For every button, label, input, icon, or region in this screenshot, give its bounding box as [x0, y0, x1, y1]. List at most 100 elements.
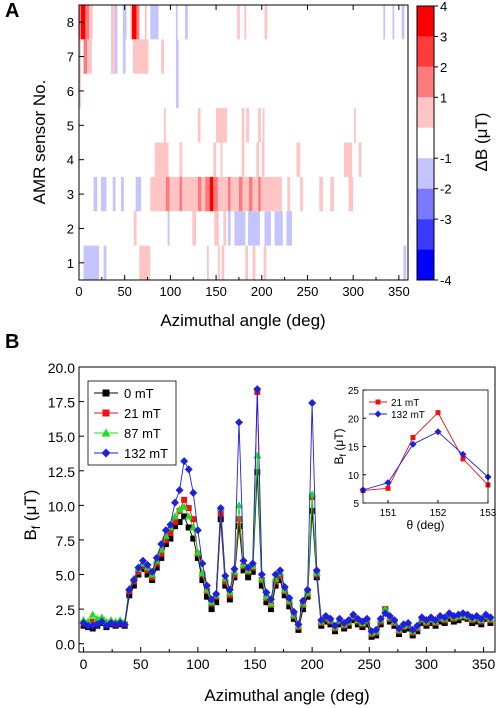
legend-marker [101, 448, 111, 458]
line-chart-point [404, 618, 413, 627]
line-chart-point [194, 554, 201, 561]
line-chart-point [97, 617, 106, 626]
line-chart-point [203, 581, 211, 590]
line-chart-point [130, 582, 137, 589]
line-chart-point [93, 620, 102, 629]
line-chart-point [198, 559, 207, 568]
heatmap-cell [220, 142, 223, 177]
heatmap-cell [163, 108, 166, 143]
heatmap-cell [401, 5, 405, 40]
line-chart-point [281, 592, 288, 599]
line-chart-point [258, 582, 265, 589]
line-chart-x-tick-label: 200 [300, 656, 324, 672]
inset-y-tick-label: 5 [353, 499, 359, 510]
line-chart-point [180, 502, 189, 510]
line-chart-point [222, 582, 229, 589]
heatmap-cell [135, 176, 142, 212]
inset-chart: 151 152 153 5 10 15 20 25 θ (deg) Bf (μT) 21 mT132… [332, 386, 497, 532]
line-chart-point [376, 614, 385, 623]
line-chart-point [88, 610, 97, 618]
line-chart-y-tick-label: 0.0 [56, 637, 76, 653]
heatmap-cell [358, 142, 362, 177]
inset-y-tick-label: 10 [348, 471, 360, 482]
heatmap-cell [264, 211, 271, 246]
heatmap-cell [227, 176, 231, 212]
line-chart-point [167, 535, 174, 542]
line-chart-point [167, 530, 174, 537]
line-chart-point [267, 595, 275, 604]
heatmap-cell [348, 176, 354, 212]
line-chart-point [204, 593, 210, 600]
heatmap-cell [287, 176, 291, 212]
heatmap-cell [179, 142, 183, 177]
legend-entry-label: 87 mT [124, 426, 161, 441]
legend-marker [101, 428, 111, 437]
heatmap-cell [132, 5, 137, 40]
line-chart-point [129, 576, 138, 585]
legend-marker [102, 389, 110, 397]
colorbar-tick-label: -4 [440, 273, 452, 288]
heatmap-cell [144, 5, 147, 40]
heatmap-cell [248, 176, 253, 212]
inset-y-tick-label: 20 [348, 414, 360, 425]
heatmap-y-axis-label: AMR sensor No. [30, 80, 49, 205]
colorbar-tick-label: -3 [440, 212, 452, 227]
line-chart-point [161, 526, 170, 535]
heatmap-cell [165, 176, 170, 212]
line-chart-point [285, 594, 294, 603]
panel-label-b: B [5, 331, 20, 353]
line-chart-point [240, 567, 247, 574]
line-chart-point [235, 501, 243, 509]
heatmap-cell [130, 5, 133, 40]
line-chart-point [120, 620, 129, 629]
heatmap-cell [344, 142, 353, 177]
line-chart-y-axis-label: Bf (μT) [21, 490, 43, 541]
line-chart-point [162, 541, 169, 548]
line-chart-y-tick-label: 17.5 [48, 395, 75, 411]
heatmap-cell [206, 245, 209, 280]
heatmap-cell [262, 108, 265, 143]
heatmap-cell [154, 142, 169, 177]
heatmap-cell [354, 108, 356, 143]
heatmap-cell [112, 176, 116, 212]
line-chart-point [395, 624, 403, 633]
legend-marker [102, 409, 110, 417]
inset-legend-marker [374, 410, 382, 418]
line-chart-x-tick-label: 50 [133, 656, 149, 672]
colorbar-segment [417, 188, 434, 220]
heatmap-cell [169, 176, 180, 212]
line-chart-point [289, 607, 298, 616]
line-chart-point [144, 571, 151, 578]
heatmap-cell [245, 245, 249, 280]
heatmap-cell [216, 108, 228, 143]
heatmap-cell [192, 211, 196, 246]
line-chart-point [440, 613, 449, 622]
heatmap-x-tick-label: 150 [205, 284, 227, 299]
heatmap-y-tick-label: 1 [67, 256, 74, 271]
heatmap-x-tick-label: 200 [251, 284, 273, 299]
heatmap-x-ticks: 0 50 100 150 200 250 300 350 [75, 5, 410, 299]
line-chart-x-tick-label: 0 [80, 656, 88, 672]
heatmap-cell [234, 211, 246, 246]
heatmap-cell [179, 176, 183, 212]
line-chart-point [111, 620, 120, 629]
heatmap-cell [241, 108, 245, 143]
line-chart-point [477, 614, 486, 623]
line-chart-y-tick-label: 7.5 [56, 533, 76, 549]
heatmap-cell [150, 176, 154, 212]
heatmap-cell [258, 108, 261, 143]
line-chart-point [89, 618, 96, 625]
colorbar-segment [417, 97, 434, 128]
heatmap-cell [161, 39, 164, 74]
heatmap-cell [122, 5, 127, 40]
heatmap-cell [286, 211, 292, 246]
line-chart-point [189, 523, 198, 531]
line-chart-point [308, 398, 317, 407]
line-chart-y-tick-label: 15.0 [48, 429, 75, 445]
line-chart-point [253, 385, 262, 394]
line-chart-point [172, 518, 178, 525]
heatmap-x-tick-label: 100 [160, 284, 182, 299]
inset-point [410, 434, 416, 440]
heatmap-cell [274, 211, 283, 246]
line-chart-point [162, 536, 169, 543]
